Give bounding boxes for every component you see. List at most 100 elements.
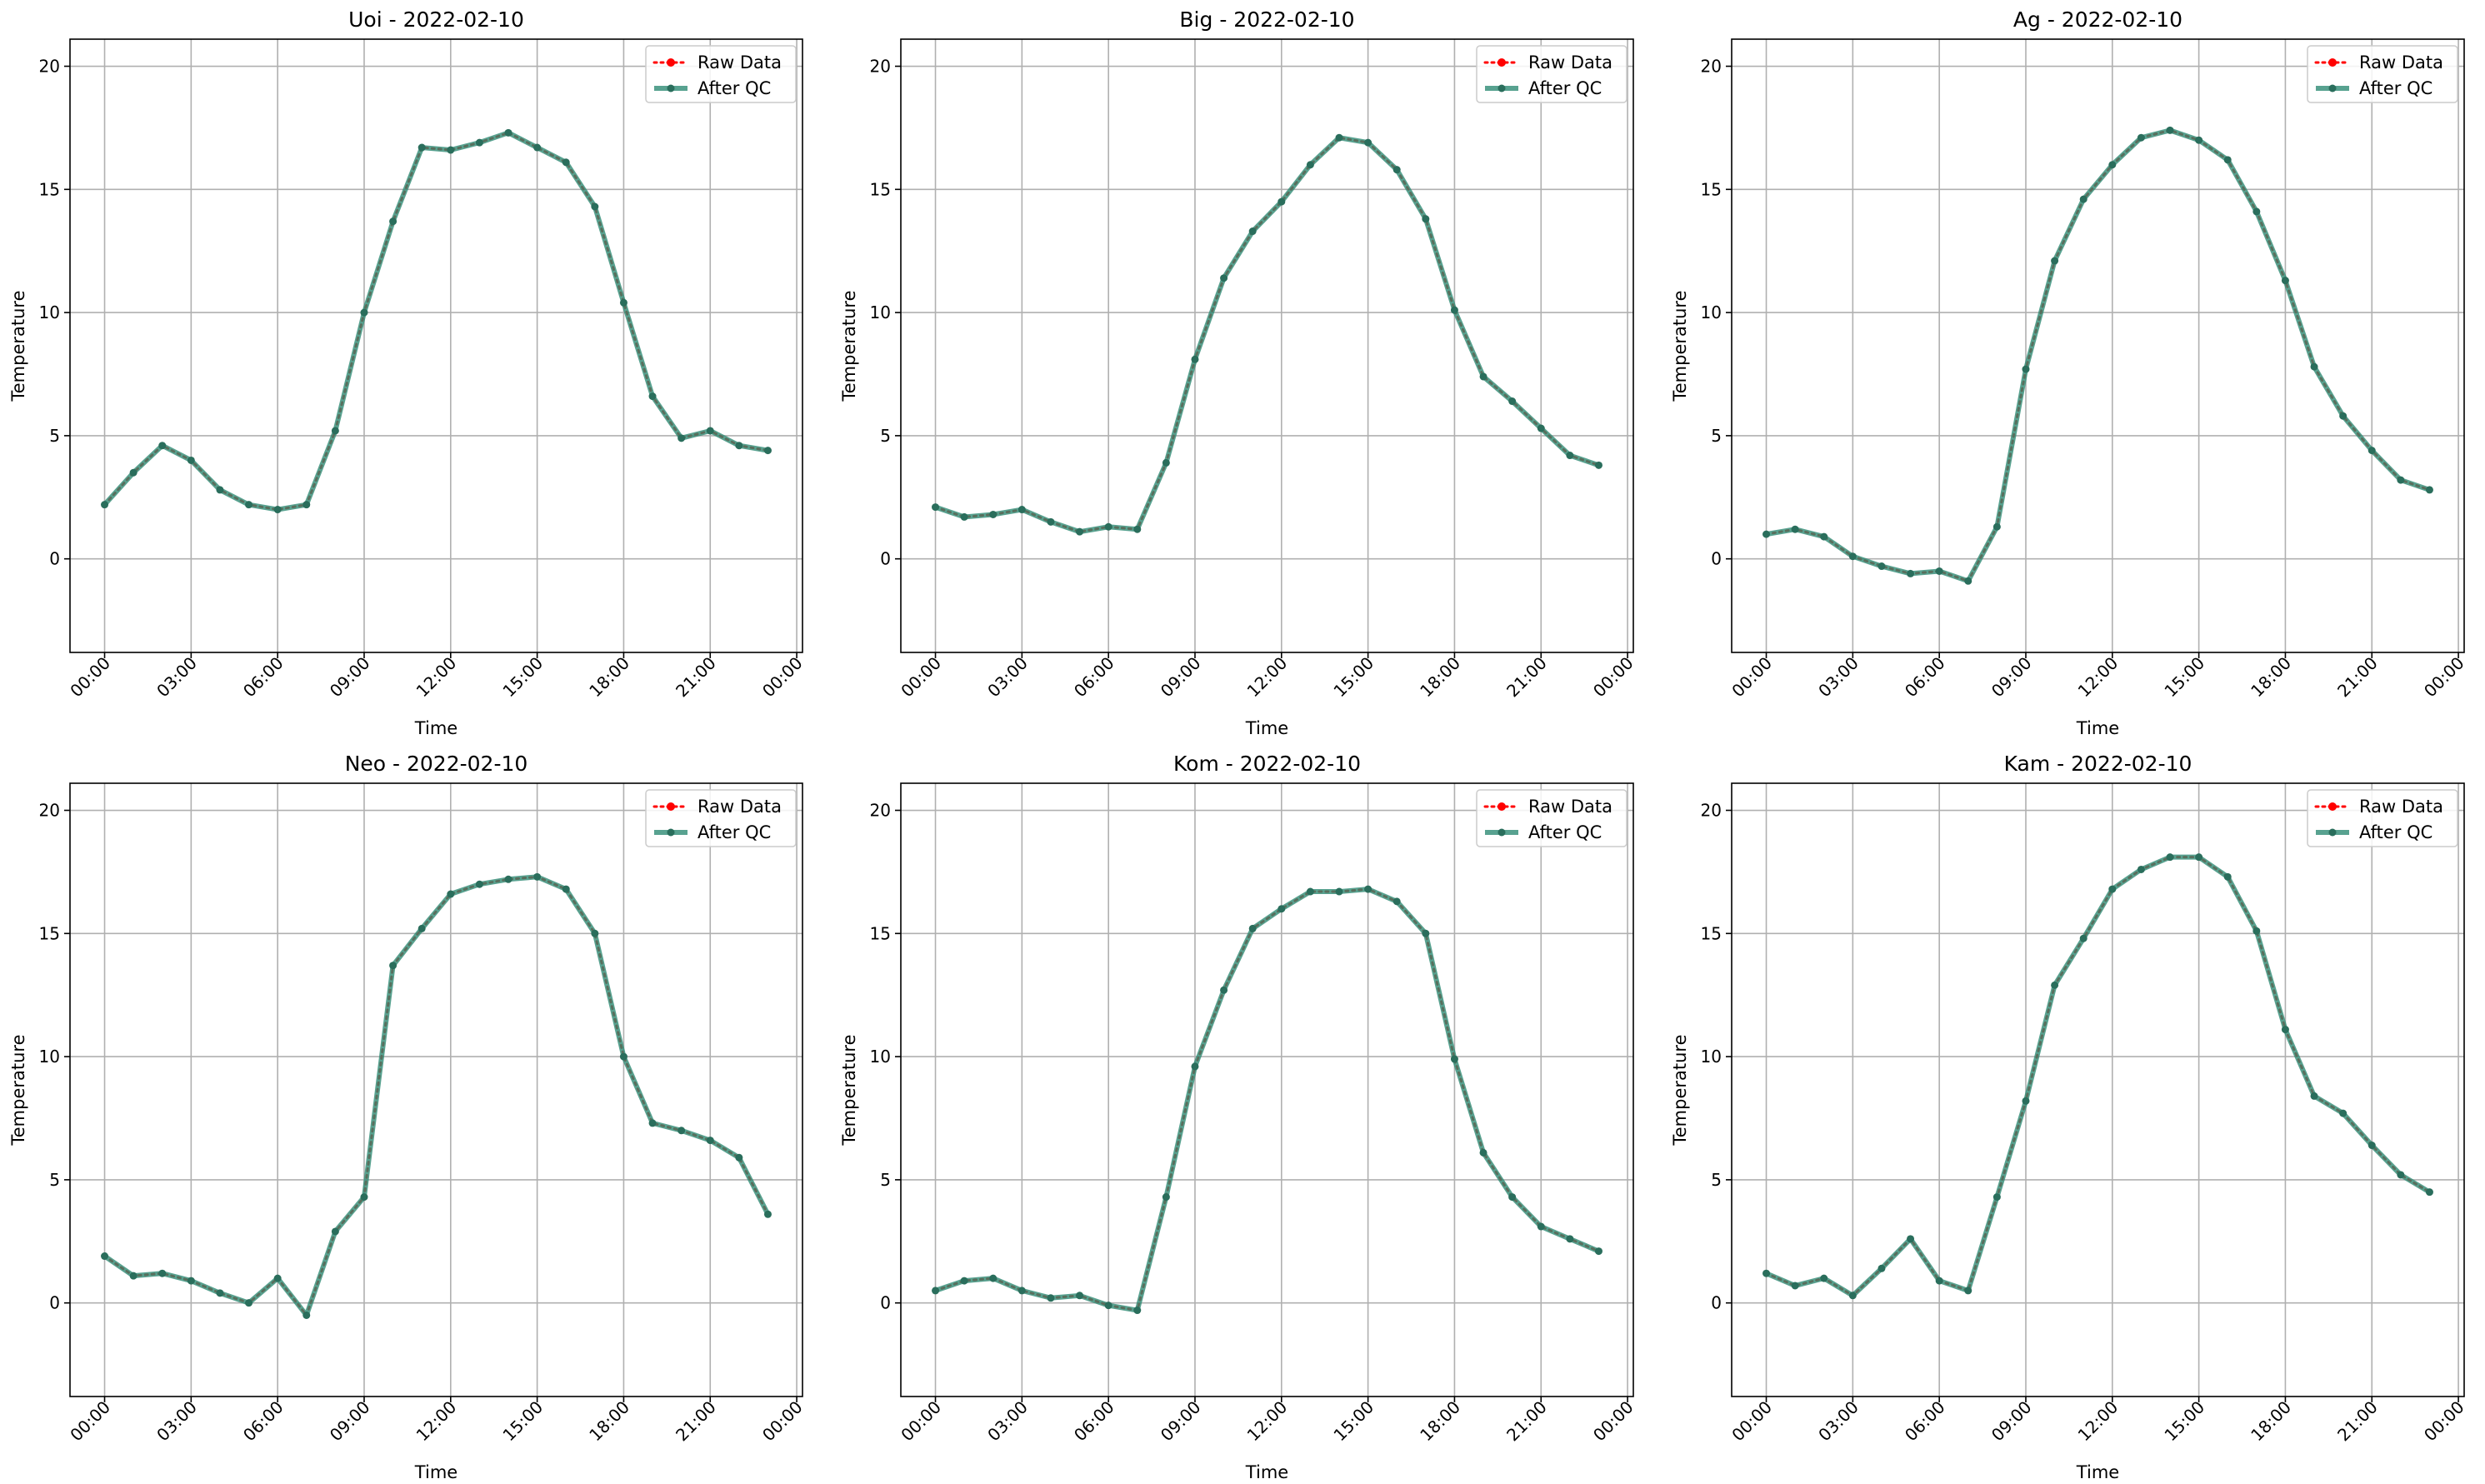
- legend-marker-raw-data: [667, 802, 675, 811]
- after-qc-point: [1537, 1222, 1545, 1231]
- after-qc-point: [1278, 905, 1286, 913]
- after-qc-point: [1248, 924, 1257, 932]
- after-qc-point: [678, 434, 686, 442]
- legend: Raw Data After QC: [645, 789, 797, 847]
- after-qc-point: [187, 1277, 195, 1285]
- after-qc-point: [1392, 166, 1401, 174]
- after-qc-point: [2252, 927, 2261, 935]
- x-tick-label: 00:00: [1728, 1397, 1776, 1446]
- after-qc-point: [735, 1153, 743, 1162]
- series-line-after-qc: [1766, 127, 2431, 584]
- legend-marker-after-qc: [1498, 84, 1506, 92]
- after-qc-point: [1907, 569, 1915, 577]
- after-qc-point: [1248, 227, 1257, 236]
- x-tick-label: 15:00: [498, 653, 547, 702]
- legend-entry-label: After QC: [2359, 78, 2432, 98]
- after-qc-point: [1537, 424, 1545, 432]
- after-qc-point: [187, 456, 195, 464]
- y-tick-label: 20: [870, 801, 891, 821]
- after-qc-point: [1047, 1294, 1055, 1302]
- series-line-raw-data: [1765, 856, 2431, 1297]
- y-tick-label: 5: [880, 1170, 891, 1190]
- legend-marker-raw-data: [667, 58, 675, 67]
- after-qc-point: [960, 512, 968, 521]
- after-qc-point: [2166, 126, 2174, 134]
- legend: Raw Data After QC: [645, 45, 797, 103]
- y-tick-label: 15: [1701, 923, 1722, 943]
- after-qc-point: [1278, 197, 1286, 206]
- y-tick-label: 0: [880, 549, 891, 569]
- after-qc-point: [648, 392, 657, 401]
- legend-entry-label: Raw Data: [1528, 797, 1612, 817]
- y-tick-label: 20: [1701, 57, 1722, 77]
- after-qc-point: [1508, 397, 1517, 406]
- y-tick-label: 5: [1711, 1170, 1722, 1190]
- after-qc-point: [1220, 274, 1228, 282]
- legend-marker-after-qc: [667, 84, 675, 92]
- chart-title: Big - 2022-02-10: [1179, 7, 1354, 32]
- chart-title: Ag - 2022-02-10: [2013, 7, 2182, 32]
- after-qc-point: [533, 872, 542, 881]
- after-qc-point: [706, 427, 714, 435]
- after-qc-point: [648, 1119, 657, 1127]
- x-tick-label: 18:00: [585, 1397, 633, 1446]
- y-tick-label: 5: [1711, 426, 1722, 446]
- chart-panel: 0 5 10 15 20 00:00 03:00 06:00 09:00 12:00 15:00 18…: [8, 7, 807, 738]
- after-qc-point: [533, 143, 542, 152]
- after-qc-point: [2223, 872, 2232, 881]
- y-tick-label: 15: [39, 179, 60, 199]
- legend-entry-label: Raw Data: [698, 52, 782, 72]
- y-axis-label: Temperature: [839, 290, 859, 402]
- after-qc-point: [2368, 1142, 2376, 1150]
- after-qc-point: [331, 1227, 339, 1236]
- after-qc-point: [1450, 1055, 1458, 1063]
- x-tick-label: 06:00: [1070, 653, 1118, 702]
- legend-marker-raw-data: [2328, 58, 2337, 67]
- after-qc-point: [2397, 1171, 2405, 1179]
- after-qc-point: [1594, 1247, 1602, 1256]
- legend-marker-raw-data: [1498, 802, 1506, 811]
- after-qc-point: [1450, 306, 1458, 314]
- after-qc-point: [1133, 525, 1142, 533]
- x-axis-label: Time: [2076, 718, 2119, 738]
- x-axis-label: Time: [1245, 1462, 1288, 1482]
- after-qc-point: [2137, 865, 2145, 873]
- x-tick-label: 09:00: [1988, 653, 2036, 702]
- x-tick-label: 18:00: [2247, 1397, 2295, 1446]
- after-qc-point: [1133, 1307, 1142, 1315]
- after-qc-point: [989, 1274, 998, 1282]
- after-qc-point: [2368, 447, 2376, 455]
- x-tick-label: 00:00: [66, 1397, 114, 1446]
- y-tick-label: 15: [39, 923, 60, 943]
- after-qc-point: [763, 447, 772, 455]
- after-qc-point: [360, 1193, 368, 1202]
- x-tick-label: 00:00: [1589, 1397, 1638, 1446]
- after-qc-point: [1566, 1235, 1574, 1243]
- after-qc-point: [2108, 885, 2117, 893]
- after-qc-point: [1392, 897, 1401, 906]
- after-qc-point: [1878, 1264, 1886, 1272]
- x-tick-label: 12:00: [2074, 1397, 2122, 1446]
- after-qc-point: [1479, 1148, 1488, 1157]
- x-tick-label: 15:00: [1329, 1397, 1378, 1446]
- after-qc-point: [389, 962, 398, 970]
- after-qc-point: [1820, 532, 1828, 541]
- after-qc-point: [1848, 552, 1857, 561]
- x-tick-label: 21:00: [2333, 1397, 2382, 1446]
- x-tick-label: 06:00: [1901, 1397, 1949, 1446]
- series-line-raw-data: [103, 875, 769, 1318]
- legend-marker-after-qc: [2328, 828, 2337, 837]
- legend-entry-label: Raw Data: [2359, 797, 2443, 817]
- legend-entry-label: After QC: [1528, 822, 1602, 842]
- chart-title: Uoi - 2022-02-10: [348, 7, 524, 32]
- y-tick-label: 10: [870, 1047, 891, 1067]
- after-qc-point: [1364, 885, 1372, 893]
- after-qc-point: [2310, 1092, 2318, 1100]
- after-qc-point: [2137, 133, 2145, 142]
- x-tick-label: 03:00: [152, 653, 201, 702]
- after-qc-point: [1306, 887, 1314, 896]
- after-qc-point: [1964, 1287, 1972, 1295]
- x-tick-label: 06:00: [239, 653, 288, 702]
- legend-entry-label: After QC: [698, 822, 771, 842]
